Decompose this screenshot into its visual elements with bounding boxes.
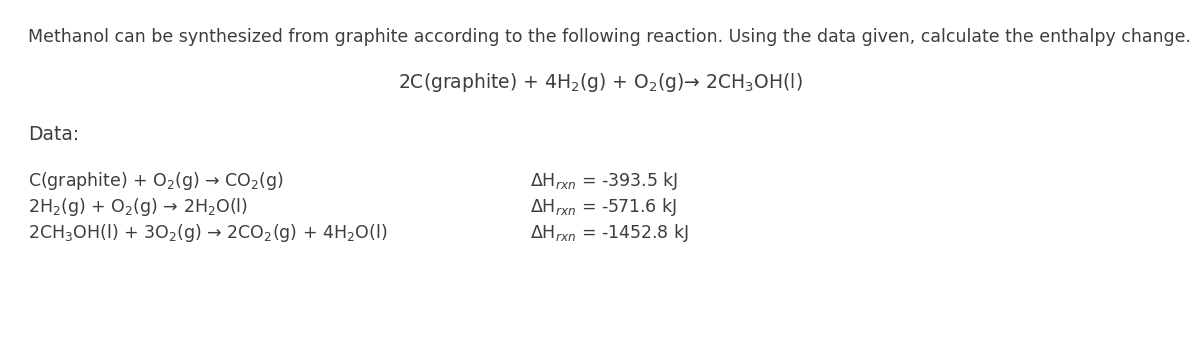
Text: C(graphite) + O$_2$(g) → CO$_2$(g): C(graphite) + O$_2$(g) → CO$_2$(g): [28, 170, 284, 192]
Text: ΔH$_{rxn}$ = -393.5 kJ: ΔH$_{rxn}$ = -393.5 kJ: [530, 170, 678, 192]
Text: Methanol can be synthesized from graphite according to the following reaction. U: Methanol can be synthesized from graphit…: [28, 28, 1190, 46]
Text: ΔH$_{rxn}$ = -1452.8 kJ: ΔH$_{rxn}$ = -1452.8 kJ: [530, 222, 689, 244]
Text: 2C(graphite) + 4H$_2$(g) + O$_2$(g)→ 2CH$_3$OH(l): 2C(graphite) + 4H$_2$(g) + O$_2$(g)→ 2CH…: [397, 71, 803, 94]
Text: 2CH$_3$OH(l) + 3O$_2$(g) → 2CO$_2$(g) + 4H$_2$O(l): 2CH$_3$OH(l) + 3O$_2$(g) → 2CO$_2$(g) + …: [28, 222, 388, 244]
Text: 2H$_2$(g) + O$_2$(g) → 2H$_2$O(l): 2H$_2$(g) + O$_2$(g) → 2H$_2$O(l): [28, 196, 248, 218]
Text: ΔH$_{rxn}$ = -571.6 kJ: ΔH$_{rxn}$ = -571.6 kJ: [530, 196, 677, 218]
Text: Data:: Data:: [28, 125, 79, 144]
